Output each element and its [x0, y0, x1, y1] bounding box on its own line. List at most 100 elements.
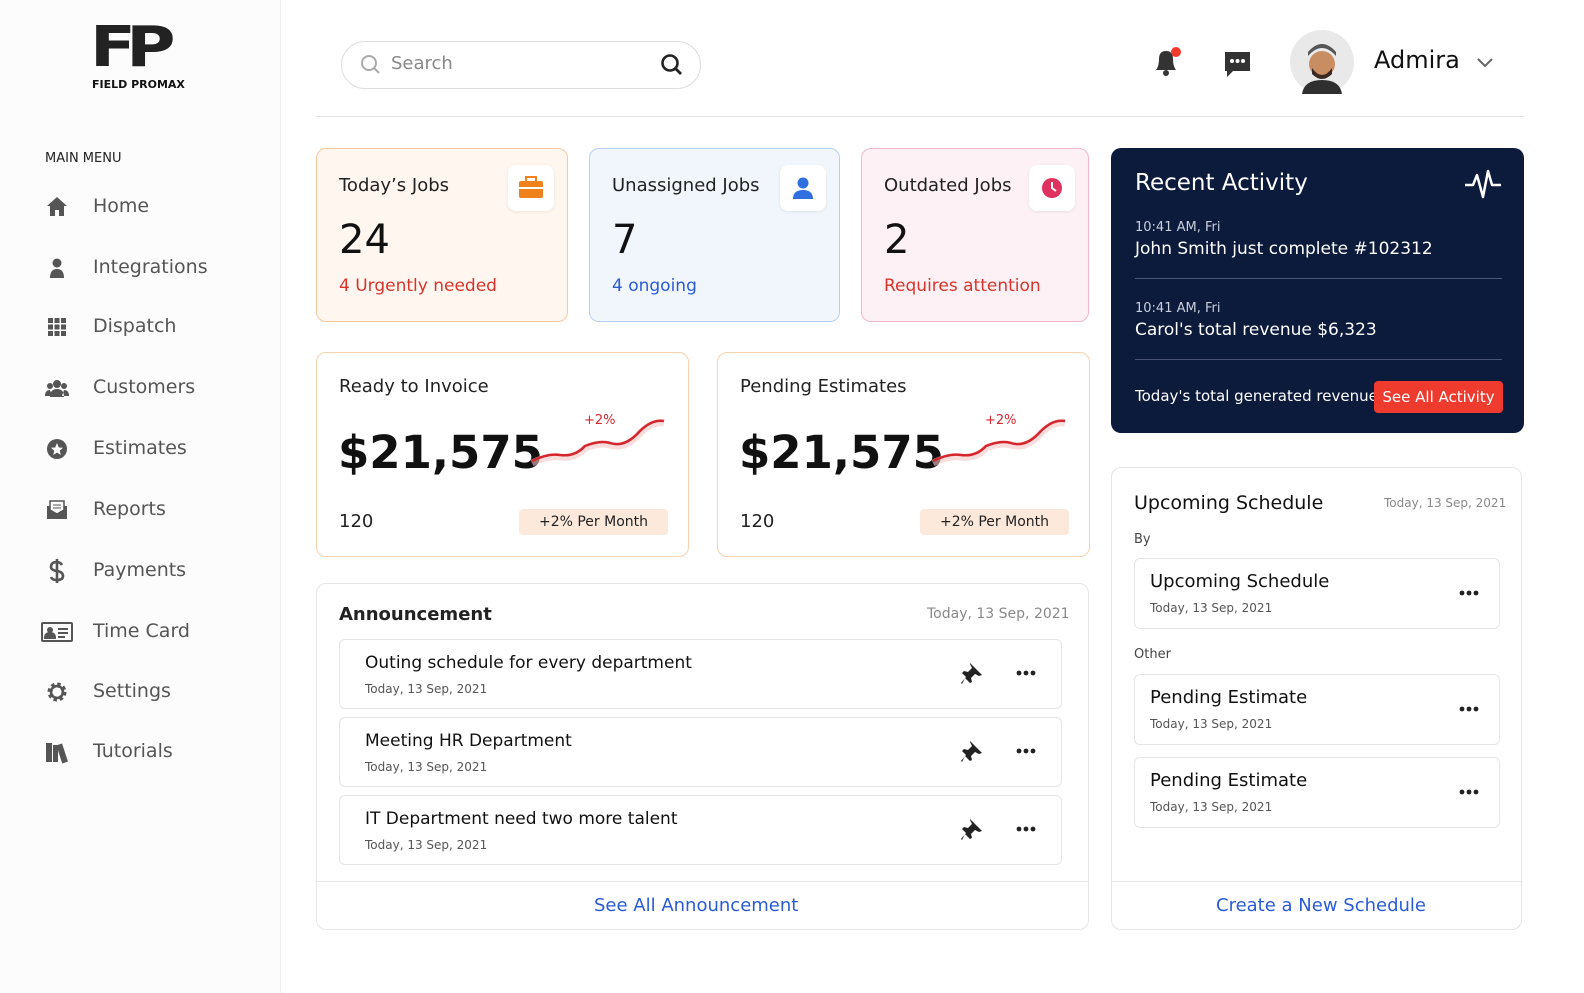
- activity-divider: [1135, 278, 1502, 279]
- menu-item[interactable]: Customers: [93, 376, 196, 398]
- more-button[interactable]: [1016, 669, 1036, 677]
- menu-icon[interactable]: [45, 195, 69, 219]
- menu-item[interactable]: Payments: [93, 559, 187, 581]
- schedule-footer-divider: [1112, 881, 1521, 882]
- activity-text: Carol's total revenue $6,323: [1135, 320, 1377, 340]
- revenue-title: Pending Estimates: [740, 376, 907, 397]
- stat-title: Today’s Jobs: [339, 175, 450, 196]
- menu-icon[interactable]: [45, 559, 69, 583]
- menu-icon[interactable]: [45, 498, 69, 522]
- user-dropdown[interactable]: [1477, 58, 1493, 68]
- announcement-item[interactable]: [339, 639, 1062, 709]
- schedule-item-date: Today, 13 Sep, 2021: [1150, 800, 1273, 814]
- menu-icon[interactable]: [45, 680, 69, 704]
- menu-icon[interactable]: [41, 620, 73, 644]
- announcement-title: Announcement: [339, 604, 492, 625]
- revenue-rate: +2% Per Month: [519, 509, 668, 535]
- stat-value: 24: [339, 217, 390, 263]
- recent-activity-title: Recent Activity: [1135, 170, 1308, 196]
- announcement-item-date: Today, 13 Sep, 2021: [365, 682, 488, 696]
- more-button[interactable]: [1459, 589, 1479, 597]
- activity-text: John Smith just complete #102312: [1135, 239, 1433, 259]
- stat-note: 4 Urgently needed: [339, 276, 497, 296]
- menu-icon[interactable]: [45, 740, 69, 764]
- menu-item[interactable]: Settings: [93, 680, 171, 702]
- schedule-title: Upcoming Schedule: [1134, 492, 1324, 514]
- announcement-item-date: Today, 13 Sep, 2021: [365, 760, 488, 774]
- schedule-group-label: Other: [1134, 647, 1171, 662]
- menu-item[interactable]: Estimates: [93, 437, 187, 459]
- search-button[interactable]: [660, 53, 684, 77]
- stat-note: 4 ongoing: [612, 276, 697, 296]
- avatar[interactable]: [1290, 30, 1354, 94]
- announcement-panel: [316, 583, 1089, 930]
- menu-item[interactable]: Home: [93, 195, 150, 217]
- revenue-amount: $21,575: [338, 426, 543, 479]
- menu-icon[interactable]: [45, 437, 69, 461]
- pin-button[interactable]: [961, 740, 983, 762]
- announcement-item-date: Today, 13 Sep, 2021: [365, 838, 488, 852]
- stat-note: Requires attention: [884, 276, 1041, 296]
- menu-item[interactable]: Time Card: [93, 620, 190, 642]
- menu-icon[interactable]: [45, 256, 69, 280]
- announcement-item-title: IT Department need two more talent: [365, 809, 678, 829]
- revenue-rate: +2% Per Month: [920, 509, 1069, 535]
- search-placeholder[interactable]: Search: [391, 53, 453, 74]
- revenue-amount: $21,575: [739, 426, 944, 479]
- more-button[interactable]: [1459, 788, 1479, 796]
- stat-title: Outdated Jobs: [884, 175, 1012, 196]
- schedule-item-title: Pending Estimate: [1150, 687, 1308, 708]
- see-all-announcement-link[interactable]: See All Announcement: [594, 895, 799, 916]
- stat-icon: [793, 177, 813, 199]
- announcement-date: Today, 13 Sep, 2021: [927, 606, 1070, 622]
- more-button[interactable]: [1016, 825, 1036, 833]
- more-button[interactable]: [1016, 747, 1036, 755]
- menu-title: MAIN MENU: [45, 151, 122, 166]
- search-box[interactable]: [341, 41, 701, 89]
- announcement-item-title: Meeting HR Department: [365, 731, 572, 751]
- more-button[interactable]: [1459, 705, 1479, 713]
- message-icon[interactable]: [1223, 50, 1253, 80]
- stat-title: Unassigned Jobs: [612, 175, 760, 196]
- revenue-count: 120: [740, 511, 775, 532]
- search-icon: [361, 55, 380, 74]
- schedule-item[interactable]: [1134, 674, 1500, 745]
- announcement-item[interactable]: [339, 795, 1062, 865]
- revenue-trend: +2%: [584, 413, 616, 428]
- activity-icon: [1465, 169, 1501, 199]
- menu-icon[interactable]: [45, 315, 69, 339]
- menu-item[interactable]: Tutorials: [93, 740, 173, 762]
- user-name[interactable]: Admira: [1374, 46, 1460, 74]
- schedule-item[interactable]: [1134, 757, 1500, 828]
- schedule-item-date: Today, 13 Sep, 2021: [1150, 717, 1273, 731]
- menu-item[interactable]: Integrations: [93, 256, 208, 278]
- logo-mark[interactable]: FP: [90, 15, 176, 80]
- announcement-item[interactable]: [339, 717, 1062, 787]
- sparkline: [530, 419, 665, 467]
- stat-value: 2: [884, 217, 910, 263]
- stat-value: 7: [612, 217, 638, 263]
- revenue-trend: +2%: [985, 413, 1017, 428]
- logo-name: FIELD PROMAX: [92, 78, 185, 91]
- menu-icon[interactable]: [45, 376, 69, 400]
- menu-item[interactable]: Reports: [93, 498, 166, 520]
- sidebar: [0, 0, 281, 993]
- create-schedule-link[interactable]: Create a New Schedule: [1216, 895, 1426, 916]
- see-all-activity-button[interactable]: See All Activity: [1374, 381, 1503, 413]
- activity-footer: Today's total generated revenue: [1135, 387, 1378, 405]
- schedule-panel: [1111, 467, 1522, 930]
- schedule-group-label: By: [1134, 532, 1151, 547]
- schedule-item-title: Pending Estimate: [1150, 770, 1308, 791]
- notification-icon[interactable]: [1152, 46, 1182, 78]
- pin-button[interactable]: [961, 662, 983, 684]
- announcement-footer-divider: [317, 881, 1088, 882]
- header-divider: [316, 116, 1524, 117]
- pin-button[interactable]: [961, 818, 983, 840]
- stat-icon: [519, 176, 543, 198]
- schedule-item-date: Today, 13 Sep, 2021: [1150, 601, 1273, 615]
- menu-item[interactable]: Dispatch: [93, 315, 177, 337]
- schedule-item-title: Upcoming Schedule: [1150, 571, 1330, 592]
- sparkline: [931, 419, 1066, 467]
- schedule-item[interactable]: [1134, 558, 1500, 629]
